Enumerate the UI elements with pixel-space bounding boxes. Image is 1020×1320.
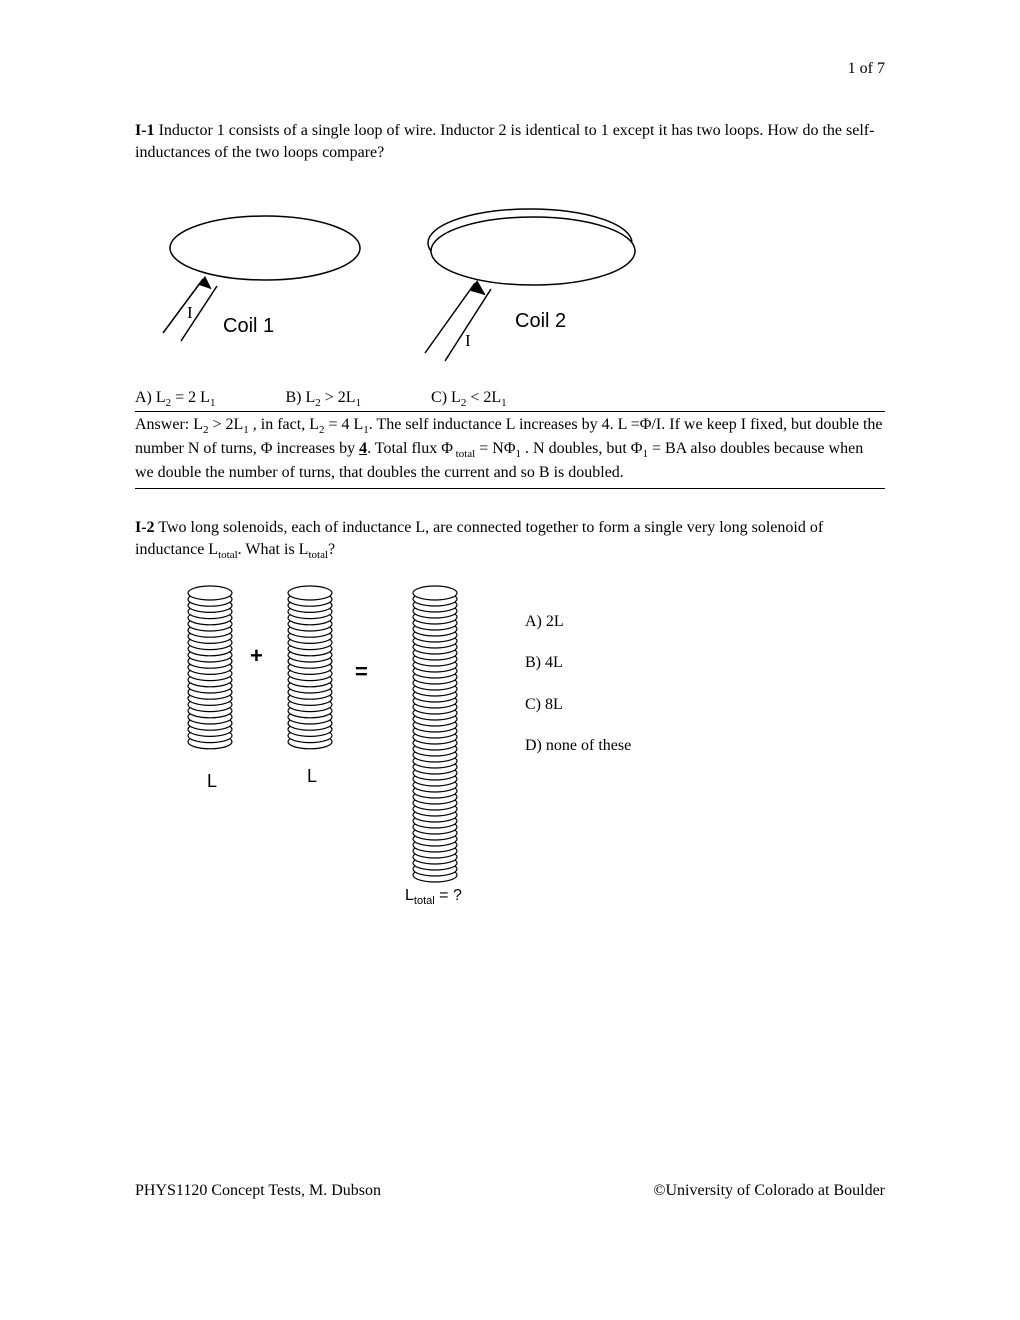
plus-sign: + [250,643,263,669]
q2-diagram: + = L L Ltotal = ? A) 2L B) 4L C) 8L D) … [155,581,885,921]
q2-text2: . What is L [238,541,309,558]
q2-text-sub1: total [218,549,238,561]
q1-choices: A) L2 = 2 L1 B) L2 > 2L1 C) L2 < 2L1 [135,389,885,412]
page-footer: PHYS1120 Concept Tests, M. Dubson ©Unive… [135,1182,885,1200]
page-number: 1 of 7 [848,60,885,78]
q2-choice-a: A) 2L [525,601,631,643]
coil1-i-label: I [187,303,193,323]
solenoid3-loop [413,586,457,600]
q1-choice-b: B) L2 > 2L1 [285,389,361,409]
coil1-arrow-icon [199,277,211,289]
coil2-label: Coil 2 [515,310,566,333]
q2-choice-c: C) 8L [525,684,631,726]
q2-label: I-2 [135,519,155,536]
question-i2: I-2 Two long solenoids, each of inductan… [135,517,885,563]
coil1-lead1 [163,279,203,333]
coil2-arrow-icon [471,281,485,295]
question-i1: I-1 Inductor 1 consists of a single loop… [135,120,885,163]
q2-choices: A) 2L B) 4L C) 8L D) none of these [525,601,631,767]
q1-label: I-1 [135,122,155,139]
coil1-ellipse [170,216,360,280]
solenoid2-loop [288,586,332,600]
q1-choice-c: C) L2 < 2L1 [431,389,507,409]
solenoids-svg [155,581,475,911]
sol1-l-label: L [207,771,217,792]
coils-svg [145,193,685,373]
ltotal-label: Ltotal = ? [405,887,462,907]
q1-choice-a: A) L2 = 2 L1 [135,389,215,409]
footer-left: PHYS1120 Concept Tests, M. Dubson [135,1182,381,1200]
q1-answer: Answer: L2 > 2L1 , in fact, L2 = 4 L1. T… [135,412,885,489]
q2-choice-b: B) 4L [525,642,631,684]
q2-choice-d: D) none of these [525,725,631,767]
coil1-label: Coil 1 [223,315,274,338]
coil2-i-label: I [465,331,471,351]
q2-text3: ? [328,541,335,558]
equals-sign: = [355,659,368,685]
q1-diagram: I Coil 1 I Coil 2 [145,193,885,383]
coil2-ellipse-bot [431,217,635,285]
footer-right: ©University of Colorado at Boulder [653,1182,885,1200]
q1-text: Inductor 1 consists of a single loop of … [135,122,874,161]
sol2-l-label: L [307,766,317,787]
q2-text-sub2: total [308,549,328,561]
solenoid1-loop [188,586,232,600]
